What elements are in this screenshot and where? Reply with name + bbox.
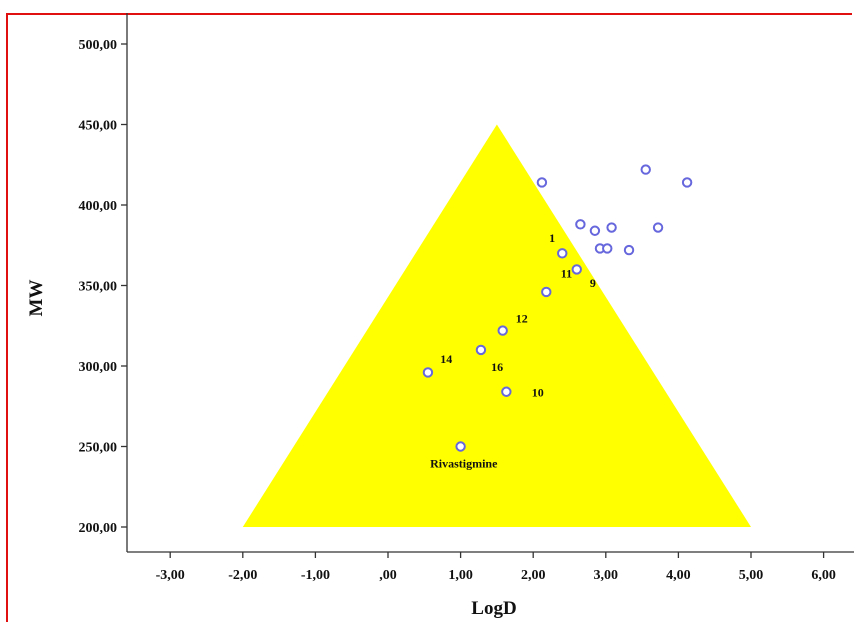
data-point — [571, 264, 582, 275]
x-axis-title: LogD — [471, 598, 516, 619]
data-point — [455, 441, 466, 452]
data-point — [497, 325, 508, 336]
acceptable-region-triangle — [242, 124, 752, 527]
axis-layer: 200,00 250,00 300,00 350,00 400,00 450,00 500,… — [79, 13, 854, 583]
y-tick-label: 250,00 — [79, 441, 118, 456]
y-tick-label: 300,00 — [79, 360, 118, 375]
point-label: 11 — [561, 266, 572, 280]
x-tick-label: -2,00 — [228, 568, 257, 583]
point-label: 12 — [516, 312, 528, 326]
y-axis-title: MW — [26, 280, 47, 317]
x-tick-label: 6,00 — [811, 568, 836, 583]
y-tick-label: 400,00 — [79, 199, 118, 214]
x-tick-label: -1,00 — [301, 568, 330, 583]
data-point — [541, 286, 552, 298]
point-label: 10 — [532, 386, 544, 400]
y-tick-label: 200,00 — [79, 521, 118, 536]
x-tick-label: ,00 — [379, 568, 397, 583]
chart-frame — [6, 13, 852, 622]
data-point — [575, 219, 586, 230]
x-tick-label: 5,00 — [739, 568, 764, 583]
data-point — [606, 222, 617, 233]
data-point — [422, 367, 434, 378]
x-tick-label: 2,00 — [521, 568, 546, 583]
point-label: 16 — [491, 360, 503, 374]
points-layer — [422, 164, 693, 452]
data-point — [475, 344, 487, 356]
y-tick-label: 450,00 — [79, 119, 118, 134]
x-tick-label: 1,00 — [448, 568, 473, 583]
point-label: 9 — [590, 276, 596, 290]
y-tick-label: 350,00 — [79, 280, 118, 295]
data-point — [640, 164, 651, 175]
data-point — [589, 225, 601, 236]
x-tick-label: 3,00 — [594, 568, 619, 583]
point-label: 1 — [549, 231, 555, 245]
data-point — [501, 386, 512, 397]
data-point — [602, 243, 613, 254]
point-label: Rivastigmine — [430, 456, 498, 470]
x-tick-label: 4,00 — [666, 568, 691, 583]
data-point — [681, 177, 693, 188]
x-tick-label: -3,00 — [156, 568, 185, 583]
point-label: 14 — [440, 352, 452, 366]
data-point — [652, 222, 664, 233]
data-point — [536, 177, 548, 188]
data-point — [557, 248, 568, 259]
region-layer — [242, 124, 752, 527]
data-point — [623, 244, 635, 256]
y-tick-label: 500,00 — [79, 38, 118, 53]
